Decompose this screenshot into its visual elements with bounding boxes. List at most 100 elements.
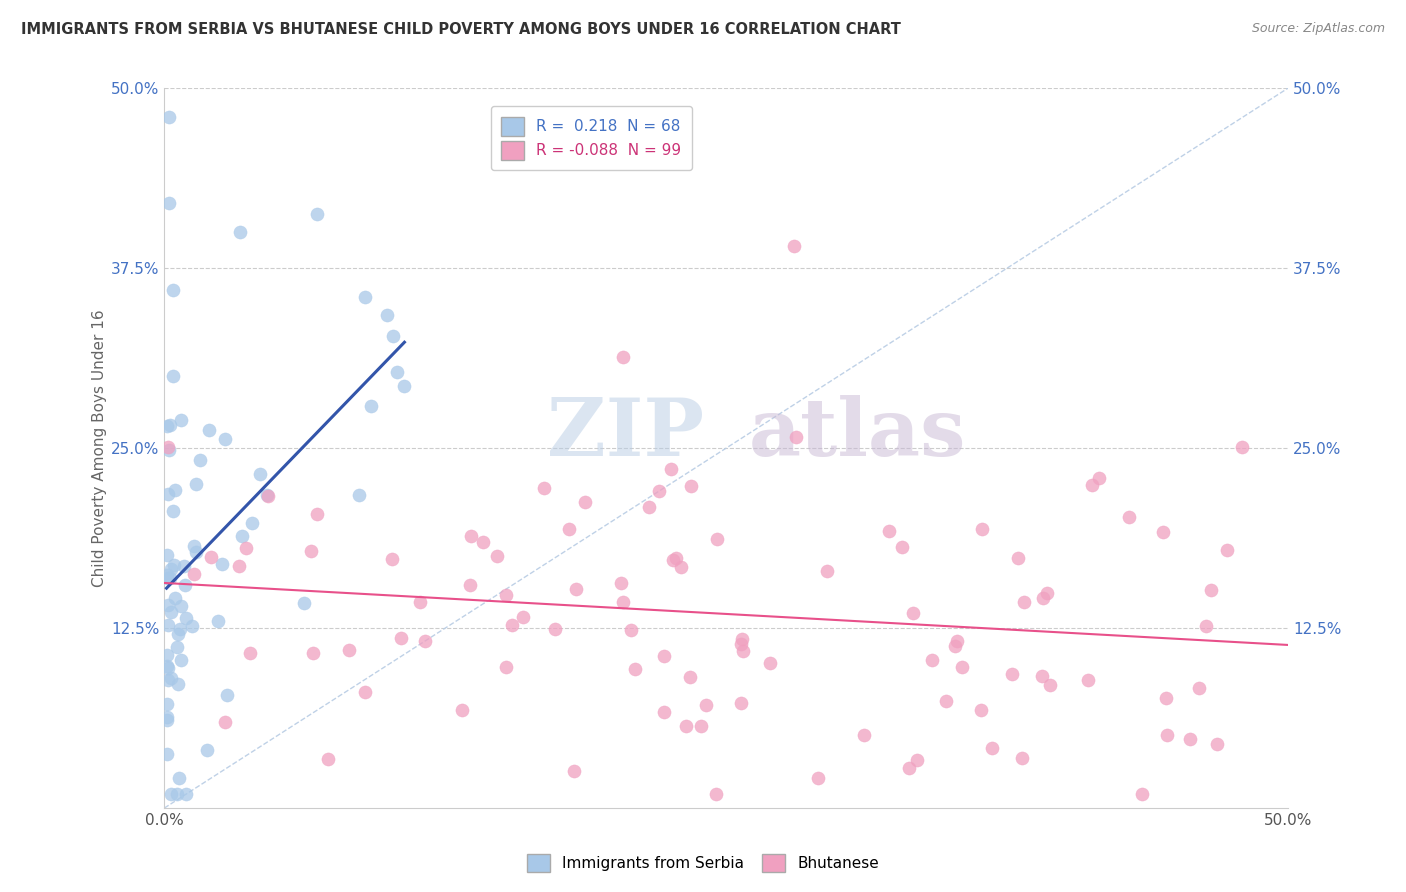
Point bbox=[891, 541, 914, 555]
Point bbox=[943, 639, 966, 653]
Point bbox=[249, 467, 271, 481]
Point bbox=[166, 640, 188, 654]
Point bbox=[877, 524, 900, 538]
Point bbox=[157, 110, 180, 124]
Point bbox=[659, 462, 682, 476]
Point bbox=[256, 488, 278, 502]
Point bbox=[155, 710, 177, 724]
Point bbox=[337, 642, 360, 657]
Point bbox=[181, 618, 204, 632]
Legend: Immigrants from Serbia, Bhutanese: Immigrants from Serbia, Bhutanese bbox=[519, 846, 887, 880]
Point bbox=[654, 705, 676, 719]
Point bbox=[382, 328, 405, 343]
Point bbox=[1088, 471, 1111, 485]
Point bbox=[157, 440, 180, 454]
Point bbox=[165, 591, 187, 605]
Point bbox=[1031, 591, 1053, 605]
Point bbox=[190, 452, 212, 467]
Point bbox=[852, 727, 875, 741]
Point bbox=[176, 611, 198, 625]
Point bbox=[159, 571, 181, 585]
Y-axis label: Child Poverty Among Boys Under 16: Child Poverty Among Boys Under 16 bbox=[93, 310, 107, 587]
Point bbox=[167, 771, 190, 785]
Point bbox=[159, 787, 181, 801]
Point bbox=[706, 532, 728, 546]
Point bbox=[174, 787, 197, 801]
Point bbox=[669, 560, 692, 574]
Point bbox=[157, 196, 180, 211]
Point bbox=[1039, 678, 1062, 692]
Point bbox=[299, 543, 322, 558]
Point bbox=[156, 648, 179, 662]
Point bbox=[360, 399, 382, 413]
Point bbox=[162, 504, 184, 518]
Point bbox=[624, 662, 647, 676]
Point bbox=[620, 623, 643, 637]
Point bbox=[574, 495, 596, 509]
Point bbox=[681, 479, 703, 493]
Point bbox=[1216, 542, 1239, 557]
Point bbox=[186, 477, 208, 491]
Point bbox=[413, 634, 436, 648]
Text: Source: ZipAtlas.com: Source: ZipAtlas.com bbox=[1251, 22, 1385, 36]
Point bbox=[1194, 618, 1216, 632]
Point bbox=[214, 432, 236, 446]
Point bbox=[155, 659, 177, 673]
Point bbox=[155, 571, 177, 585]
Point bbox=[704, 787, 727, 801]
Point bbox=[662, 553, 685, 567]
Point bbox=[302, 646, 325, 660]
Point bbox=[1031, 669, 1053, 683]
Point bbox=[903, 606, 925, 620]
Point bbox=[170, 653, 193, 667]
Point bbox=[950, 660, 973, 674]
Point bbox=[211, 557, 233, 571]
Point bbox=[533, 482, 555, 496]
Point bbox=[637, 500, 659, 515]
Point bbox=[207, 614, 229, 628]
Point bbox=[354, 685, 377, 699]
Point bbox=[815, 564, 838, 578]
Point bbox=[1011, 751, 1033, 765]
Point bbox=[231, 528, 253, 542]
Point bbox=[495, 660, 517, 674]
Point bbox=[200, 549, 222, 564]
Point bbox=[183, 567, 205, 582]
Point bbox=[783, 239, 806, 253]
Point bbox=[758, 656, 780, 670]
Point bbox=[472, 535, 495, 549]
Point bbox=[409, 595, 432, 609]
Point bbox=[612, 595, 634, 609]
Point bbox=[731, 632, 754, 646]
Point bbox=[935, 694, 957, 708]
Point bbox=[695, 698, 717, 712]
Point bbox=[1180, 732, 1202, 747]
Point bbox=[664, 551, 686, 566]
Point bbox=[450, 703, 472, 717]
Point bbox=[217, 688, 239, 702]
Point bbox=[166, 677, 188, 691]
Point bbox=[239, 646, 262, 660]
Point bbox=[512, 610, 534, 624]
Point bbox=[174, 578, 197, 592]
Point bbox=[678, 670, 700, 684]
Point bbox=[186, 545, 208, 559]
Point bbox=[562, 764, 585, 779]
Point bbox=[305, 507, 328, 521]
Point bbox=[257, 489, 280, 503]
Point bbox=[558, 522, 581, 536]
Point bbox=[162, 368, 184, 383]
Point bbox=[157, 598, 180, 612]
Point bbox=[160, 671, 183, 685]
Point bbox=[897, 761, 920, 775]
Point bbox=[946, 634, 969, 648]
Point bbox=[156, 697, 179, 711]
Point bbox=[1152, 524, 1174, 539]
Point bbox=[565, 582, 588, 597]
Point bbox=[381, 552, 404, 566]
Point bbox=[648, 484, 671, 499]
Point bbox=[155, 747, 177, 761]
Point bbox=[173, 559, 195, 574]
Point bbox=[652, 648, 675, 663]
Point bbox=[157, 442, 180, 457]
